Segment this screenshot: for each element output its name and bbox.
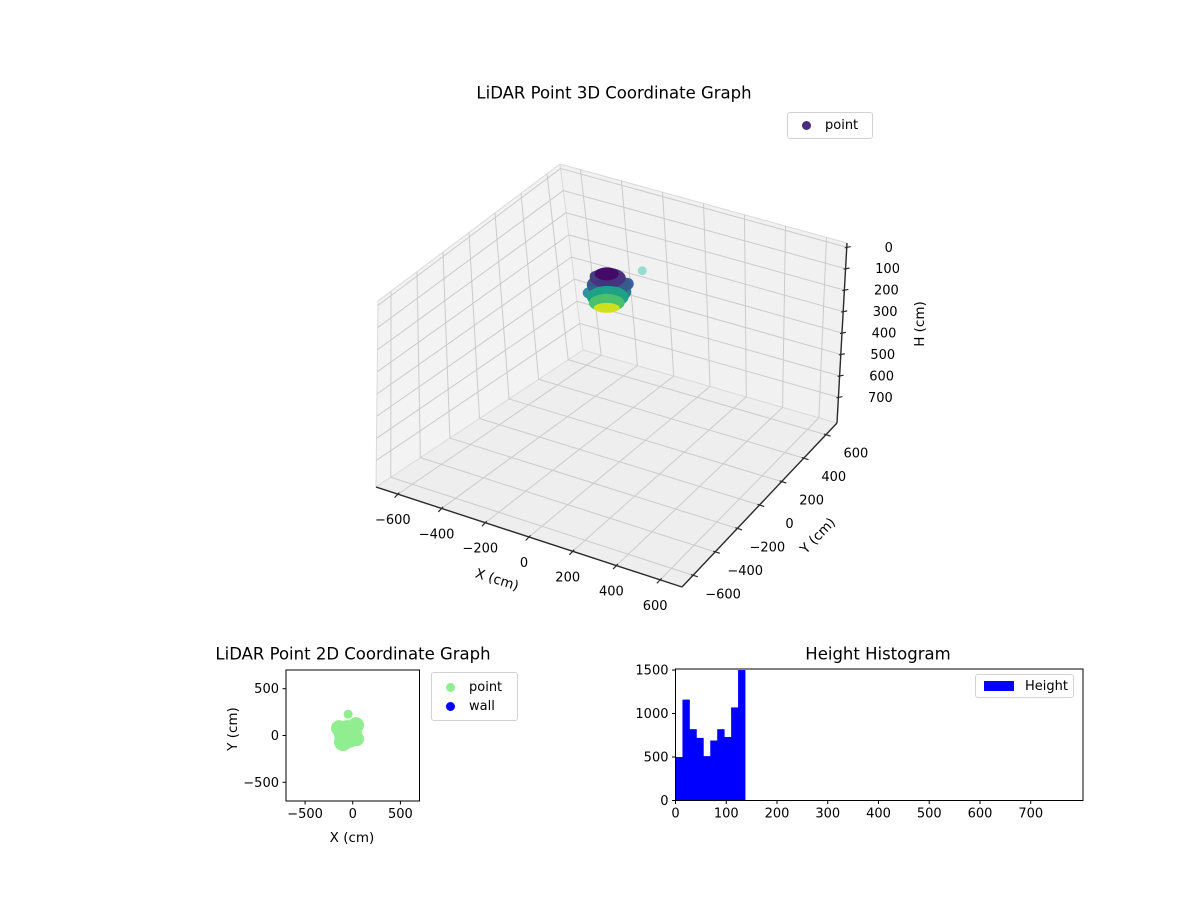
histogram-bar <box>696 737 704 801</box>
tick-label: 200 <box>765 807 790 822</box>
plot2d-legend: point wall <box>431 672 518 721</box>
histogram-bar <box>675 757 683 801</box>
plot2d-tick-labels: −500 0 500 −500 0 500 <box>243 682 413 822</box>
tick-label: −200 <box>749 540 785 555</box>
tick-label: 400 <box>866 807 891 822</box>
tick-label: 0 <box>885 241 893 256</box>
outlier-point <box>343 709 353 719</box>
histogram-title: Height Histogram <box>805 644 951 664</box>
histogram-legend-label: Height <box>1025 678 1068 694</box>
plot3d-zaxis-label: H (cm) <box>912 301 928 347</box>
tick-label: −600 <box>375 513 411 528</box>
plot3d-panes <box>375 163 848 587</box>
plot2d-frame <box>282 669 420 805</box>
tick-label: −500 <box>243 776 279 791</box>
tick-label: 0 <box>520 556 528 571</box>
tick-label: −400 <box>727 564 763 579</box>
point-marker-icon <box>446 682 455 692</box>
histogram-tick-labels: 0 100 200 300 400 500 600 700 0 500 1000 1500 <box>635 664 1043 822</box>
tick-label: 1500 <box>635 664 668 679</box>
plot2d-legend-label-point: point <box>469 679 503 695</box>
histogram-bar <box>731 707 739 801</box>
histogram-bar <box>710 740 718 801</box>
histogram-bar <box>724 737 732 801</box>
tick-label: 0 <box>671 807 679 822</box>
plot3d-legend: point <box>787 112 873 139</box>
histogram-bar <box>703 756 711 801</box>
tick-label: 0 <box>785 517 793 532</box>
tick-label: 200 <box>799 494 824 509</box>
tick-label: 700 <box>1018 807 1043 822</box>
tick-label: 100 <box>714 807 739 822</box>
plot3d-legend-label: point <box>825 118 859 133</box>
plot2d-legend-item-wall: wall <box>432 697 517 716</box>
tick-label: −400 <box>419 527 455 542</box>
outlier-point <box>637 266 647 276</box>
histogram-bars <box>675 670 746 801</box>
histogram-legend: Height <box>975 674 1074 698</box>
plot3d-title: LiDAR Point 3D Coordinate Graph <box>476 83 752 103</box>
histogram-bar <box>738 670 746 801</box>
tick-label: 300 <box>873 305 898 320</box>
tick-label: 500 <box>388 807 413 822</box>
tick-label: 400 <box>872 327 897 342</box>
tick-label: 600 <box>968 807 993 822</box>
tick-label: 300 <box>815 807 840 822</box>
tick-label: −500 <box>287 807 323 822</box>
tick-label: 400 <box>821 470 846 485</box>
histogram-bar <box>717 729 725 801</box>
tick-label: 200 <box>874 284 899 299</box>
tick-label: 600 <box>844 447 869 462</box>
histogram-bar <box>682 699 690 801</box>
plot3d-axes <box>375 242 851 588</box>
tick-label: −600 <box>705 587 741 602</box>
plot3d-legend-item-point: point <box>788 116 872 135</box>
tick-label: 500 <box>254 682 279 697</box>
point-marker-icon <box>802 121 811 130</box>
tick-label: 400 <box>599 585 624 600</box>
plot2d-yaxis-label: Y (cm) <box>225 707 241 751</box>
tick-label: 0 <box>660 794 668 809</box>
plot2d-legend-label-wall: wall <box>469 698 495 714</box>
histogram-legend-item-height: Height <box>976 677 1073 696</box>
plot2d-legend-item-point: point <box>432 678 517 697</box>
plot2d-xaxis-label: X (cm) <box>329 830 375 846</box>
tick-label: 500 <box>917 807 942 822</box>
plot2d-title: LiDAR Point 2D Coordinate Graph <box>215 644 491 664</box>
wall-marker-icon <box>446 701 455 711</box>
tick-label: 100 <box>875 262 900 277</box>
tick-label: 500 <box>644 751 669 766</box>
tick-label: 700 <box>868 391 893 406</box>
tick-label: 500 <box>870 348 895 363</box>
height-swatch-icon <box>984 681 1014 691</box>
tick-label: 0 <box>271 729 279 744</box>
tick-label: 600 <box>869 369 894 384</box>
plot3d-grid <box>376 167 847 581</box>
plot3d-tick-labels: −600−400−2000200400600−600−400−200020040… <box>375 241 900 614</box>
tick-label: 0 <box>349 807 357 822</box>
plot2d-point-cluster <box>330 709 364 752</box>
tick-label: −200 <box>462 542 498 557</box>
histogram-frame <box>672 668 1084 804</box>
tick-label: 600 <box>643 599 668 614</box>
histogram-bar <box>689 729 697 801</box>
tick-label: 200 <box>555 570 580 585</box>
plot3d-point-cluster <box>582 266 647 313</box>
tick-label: 1000 <box>635 707 668 722</box>
